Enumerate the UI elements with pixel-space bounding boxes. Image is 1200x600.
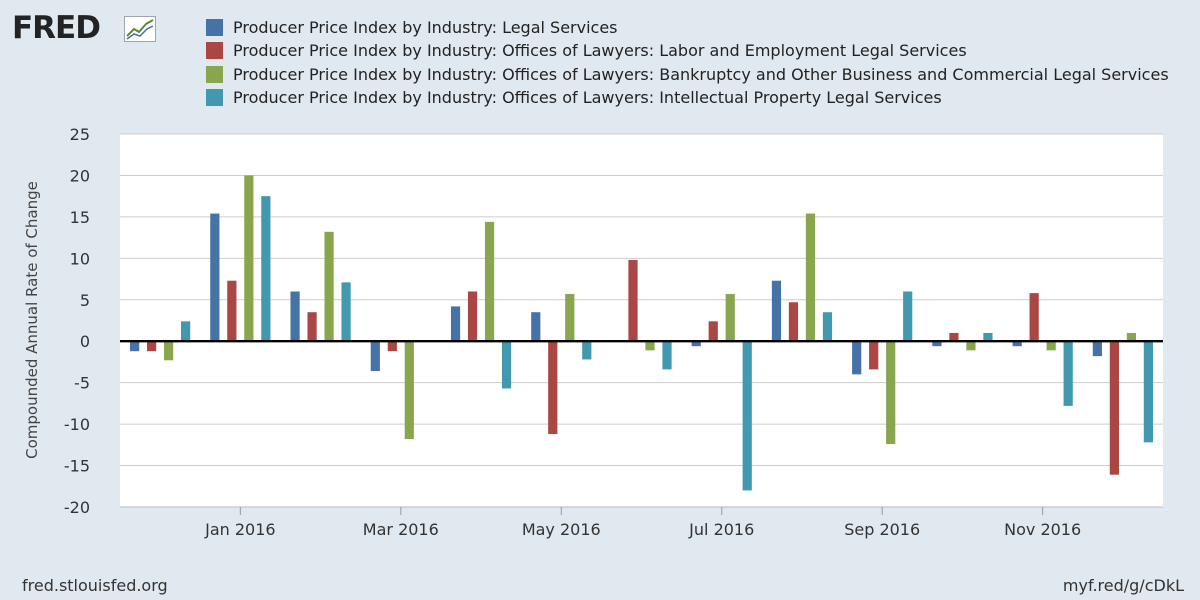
bar[interactable] — [1092, 341, 1102, 357]
bar[interactable] — [708, 321, 718, 342]
bar[interactable] — [869, 341, 879, 370]
x-tick-label: Mar 2016 — [363, 520, 439, 539]
bar[interactable] — [852, 341, 862, 375]
y-tick-label: 15 — [70, 208, 90, 227]
bar[interactable] — [1029, 293, 1039, 342]
bar[interactable] — [1143, 341, 1153, 443]
bar[interactable] — [290, 291, 300, 342]
x-tick-label: Jul 2016 — [688, 520, 754, 539]
bar[interactable] — [662, 341, 672, 370]
legend-swatch — [206, 89, 223, 107]
bar[interactable] — [691, 341, 701, 347]
bar[interactable] — [261, 196, 271, 342]
bar[interactable] — [932, 341, 942, 347]
bar[interactable] — [771, 280, 782, 342]
bar[interactable] — [805, 213, 816, 342]
legend-item[interactable]: Producer Price Index by Industry: Office… — [206, 86, 1169, 109]
bar[interactable] — [164, 341, 174, 361]
bar[interactable] — [1126, 332, 1136, 342]
y-tick-label: -15 — [64, 457, 90, 476]
y-tick-label: -10 — [64, 415, 90, 434]
bar[interactable] — [210, 213, 220, 342]
bar[interactable] — [341, 282, 351, 342]
plot-area — [120, 134, 1163, 507]
legend-swatch — [206, 65, 223, 83]
bar[interactable] — [244, 175, 254, 342]
legend-label: Producer Price Index by Industry: Office… — [233, 88, 942, 108]
bar[interactable] — [886, 341, 896, 445]
fred-logo: FRED — [12, 10, 101, 46]
bar[interactable] — [582, 341, 592, 360]
bar[interactable] — [467, 291, 478, 342]
bar[interactable] — [903, 291, 913, 342]
bar[interactable] — [788, 302, 799, 342]
chart-legend: Producer Price Index by Industry: Legal … — [206, 16, 1169, 109]
bar[interactable] — [307, 312, 317, 342]
y-tick-label: 20 — [70, 166, 90, 185]
x-tick-label: Sep 2016 — [844, 520, 920, 539]
y-tick-label: -5 — [74, 374, 90, 393]
legend-item[interactable]: Producer Price Index by Industry: Legal … — [206, 16, 1169, 39]
bar[interactable] — [531, 312, 541, 342]
bar[interactable] — [501, 341, 512, 389]
y-tick-label: 5 — [80, 291, 90, 310]
bar[interactable] — [387, 341, 397, 352]
bar[interactable] — [983, 332, 993, 342]
source-link[interactable]: fred.stlouisfed.org — [22, 576, 168, 595]
line-chart-icon — [124, 16, 156, 42]
y-axis-label: Compounded Annual Rate of Change — [23, 181, 41, 459]
bar[interactable] — [147, 341, 157, 352]
legend-label: Producer Price Index by Industry: Office… — [233, 41, 967, 61]
bar[interactable] — [725, 293, 735, 342]
bar[interactable] — [949, 332, 959, 342]
bar[interactable] — [370, 341, 380, 372]
x-tick-label: Jan 2016 — [204, 520, 275, 539]
bar[interactable] — [1063, 341, 1073, 406]
legend-swatch — [206, 42, 223, 60]
legend-label: Producer Price Index by Industry: Office… — [233, 64, 1169, 84]
legend-item[interactable]: Producer Price Index by Industry: Office… — [206, 63, 1169, 86]
bar[interactable] — [628, 259, 638, 342]
bar[interactable] — [822, 312, 833, 342]
bar[interactable] — [1046, 341, 1056, 351]
bar[interactable] — [130, 341, 140, 352]
bar[interactable] — [565, 293, 575, 342]
bar[interactable] — [181, 321, 191, 342]
short-link[interactable]: myf.red/g/cDkL — [1062, 576, 1184, 595]
bar[interactable] — [645, 341, 655, 351]
legend-swatch — [206, 19, 223, 37]
bar[interactable] — [484, 221, 495, 342]
bar[interactable] — [227, 280, 237, 342]
x-tick-label: Nov 2016 — [1004, 520, 1081, 539]
legend-item[interactable]: Producer Price Index by Industry: Office… — [206, 39, 1169, 62]
bar[interactable] — [742, 341, 752, 491]
bar[interactable] — [324, 231, 334, 342]
bar[interactable] — [450, 306, 461, 342]
x-tick-label: May 2016 — [522, 520, 601, 539]
y-tick-label: 25 — [70, 125, 90, 144]
y-tick-label: 0 — [80, 332, 90, 351]
bar[interactable] — [1109, 341, 1119, 475]
bar[interactable] — [404, 341, 414, 440]
legend-label: Producer Price Index by Industry: Legal … — [233, 18, 618, 38]
bar[interactable] — [966, 341, 976, 351]
bar[interactable] — [1012, 341, 1022, 347]
bar[interactable] — [548, 341, 558, 435]
y-tick-label: -20 — [64, 498, 90, 517]
y-tick-label: 10 — [70, 249, 90, 268]
